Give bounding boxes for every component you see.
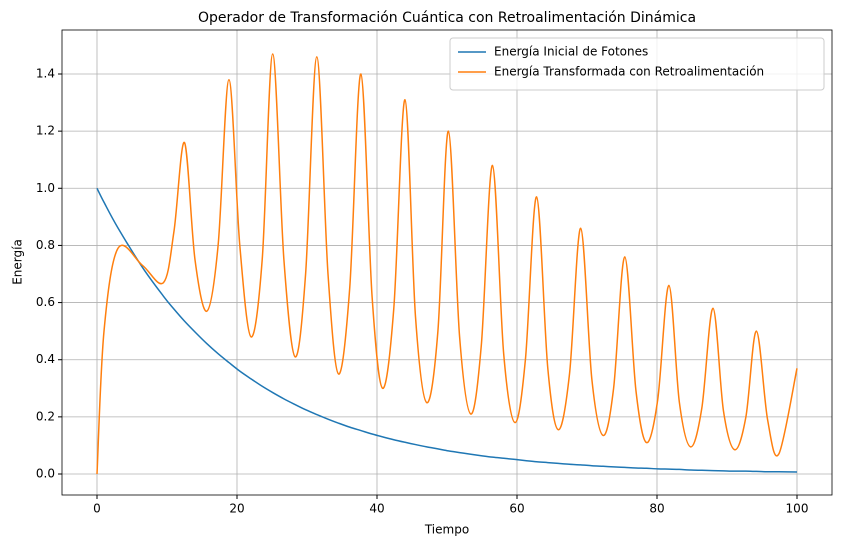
x-tick-label: 0 xyxy=(93,502,101,516)
y-axis-label: Energía xyxy=(11,239,25,285)
legend: Energía Inicial de Fotones Energía Transf… xyxy=(449,37,825,91)
plot-frame xyxy=(61,29,833,496)
line-series xyxy=(96,53,798,475)
legend-box xyxy=(449,37,825,91)
x-tick-label: 60 xyxy=(509,502,524,516)
y-tick-label: 1.4 xyxy=(36,67,55,81)
chart-title: Operador de Transformación Cuántica con … xyxy=(198,10,696,26)
x-tick-label: 40 xyxy=(369,502,384,516)
y-tick-label: 0.6 xyxy=(36,295,55,309)
y-tick-label: 0.2 xyxy=(36,409,55,423)
y-tick-label: 1.2 xyxy=(36,124,55,138)
x-tick-label: 100 xyxy=(786,502,809,516)
x-tick-label: 80 xyxy=(649,502,664,516)
y-tick-label: 0.8 xyxy=(36,238,55,252)
y-tick-label: 0.4 xyxy=(36,352,55,366)
x-tick-label: 20 xyxy=(229,502,244,516)
y-tick-label: 1.0 xyxy=(36,181,55,195)
legend-label: Energía Inicial de Fotones xyxy=(494,45,648,59)
x-axis-label: Tiempo xyxy=(424,523,469,537)
legend-label: Energía Transformada con Retroalimentaci… xyxy=(494,65,764,79)
line-series xyxy=(96,187,798,473)
y-tick-label: 0.0 xyxy=(36,467,55,481)
